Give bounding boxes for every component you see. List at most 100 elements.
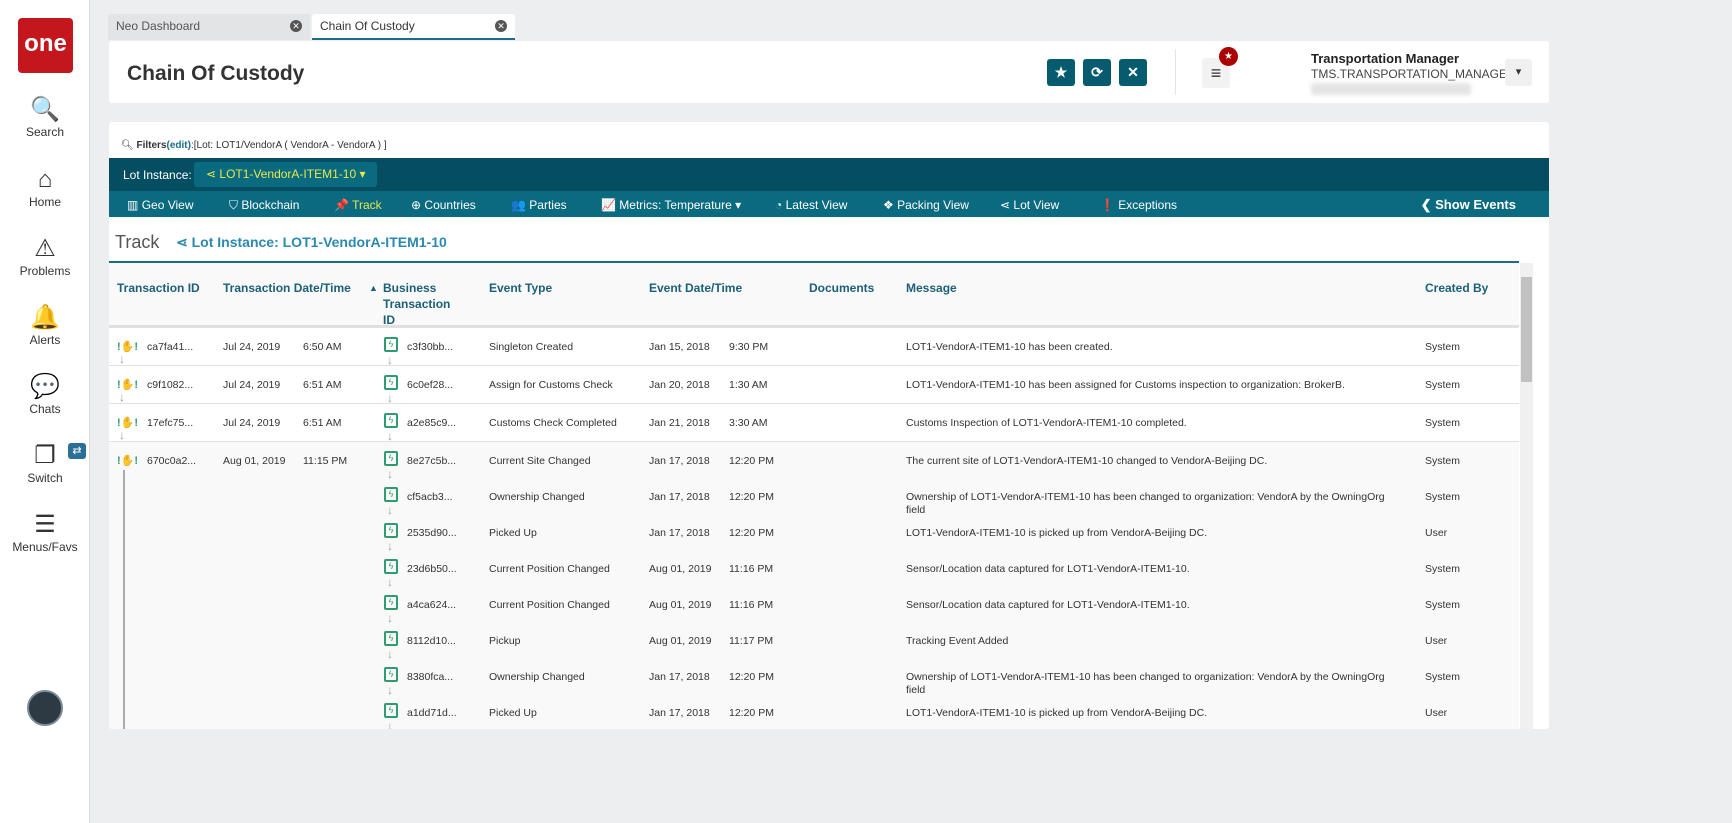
calendar-event-icon: ϟ	[384, 631, 398, 646]
search-icon: 🔍︎	[121, 140, 137, 151]
close-button[interactable]: ✕	[1119, 59, 1147, 86]
tab-neo-dashboard[interactable]: Neo Dashboard ✕	[108, 14, 310, 40]
app-logo[interactable]: one	[18, 18, 73, 73]
business-transaction-id: a2e85c9...	[407, 417, 457, 429]
message: Sensor/Location data captured for LOT1-V…	[906, 563, 1190, 575]
event-time: 1:30 AM	[729, 379, 768, 391]
nav-packing-view[interactable]: ❖ Packing View	[883, 198, 969, 212]
vertical-scrollbar[interactable]	[1520, 263, 1533, 729]
sidebar-item-label: Problems	[19, 264, 71, 278]
event-date: Jan 21, 2018	[649, 417, 710, 429]
event-date: Jan 17, 2018	[649, 707, 710, 719]
column-header-created-by[interactable]: Created By	[1425, 281, 1489, 295]
filters-bar: 🔍︎ Filters(edit):[Lot: LOT1/VendorA ( Ve…	[121, 140, 387, 151]
calendar-event-icon: ϟ	[384, 487, 398, 502]
nav-label: Latest View	[785, 198, 848, 212]
nav-geo-view[interactable]: ▥ Geo View	[127, 198, 194, 212]
transaction-id: 670c0a2...	[147, 455, 197, 467]
sidebar-item-alerts[interactable]: 🔔 Alerts	[0, 303, 90, 347]
arrow-down-icon: ↓	[387, 539, 393, 553]
switch-icon: ❐	[34, 442, 56, 469]
sidebar-item-problems[interactable]: ⚠ Problems	[0, 234, 90, 278]
nav-icon: ⋖	[1000, 198, 1011, 212]
event-time: 9:30 PM	[729, 341, 769, 353]
show-events-button[interactable]: ❮ Show Events	[1421, 197, 1516, 213]
column-header-event-type[interactable]: Event Type	[489, 281, 553, 295]
business-transaction-id: c3f30bb...	[407, 341, 454, 353]
column-header-message[interactable]: Message	[906, 281, 957, 295]
calendar-event-icon: ϟ	[384, 413, 398, 428]
message: Sensor/Location data captured for LOT1-V…	[906, 599, 1190, 611]
event-date: Jan 15, 2018	[649, 341, 710, 353]
column-header-transaction-id[interactable]: Transaction ID	[117, 281, 200, 295]
event-type: Picked Up	[489, 527, 537, 539]
table-row[interactable]: !✋! 17efc75... Jul 24, 2019 6:51 AM ↓ ϟ ↓ a2e85…	[109, 404, 1519, 443]
nav-track[interactable]: 📌 Track	[334, 198, 382, 212]
message: LOT1-VendorA-ITEM1-10 has been created.	[906, 341, 1113, 353]
event-type: Singleton Created	[489, 341, 574, 353]
event-type: Current Position Changed	[489, 599, 610, 611]
close-tab-icon[interactable]: ✕	[495, 20, 507, 32]
track-lot-link[interactable]: ⋖ Lot Instance: LOT1-VendorA-ITEM1-10	[176, 234, 447, 251]
nav-lot-view[interactable]: ⋖ Lot View	[1000, 198, 1059, 212]
table-row[interactable]: !✋! ca7fa41... Jul 24, 2019 6:50 AM ↓ ϟ ↓ c3f30…	[109, 328, 1519, 367]
chain-of-custody-panel: 🔍︎ Filters(edit):[Lot: LOT1/VendorA ( Ve…	[109, 122, 1549, 729]
event-type: Customs Check Completed	[489, 417, 617, 429]
business-transaction-id: cf5acb3...	[407, 491, 453, 503]
created-by: System	[1425, 379, 1461, 391]
nav-countries[interactable]: ⊕ Countries	[411, 198, 476, 212]
arrow-down-icon: ↓	[387, 647, 393, 661]
message: Ownership of LOT1-VendorA-ITEM1-10 has b…	[906, 491, 1385, 516]
sidebar-item-menus-favs[interactable]: ☰ Menus/Favs	[0, 510, 90, 554]
created-by: System	[1425, 417, 1461, 429]
nav-latest-view[interactable]: ◔ Latest View	[775, 198, 847, 212]
user-dropdown-button[interactable]: ▾	[1505, 59, 1532, 86]
sidebar-item-chats[interactable]: 💬 Chats	[0, 372, 90, 416]
column-header-documents[interactable]: Documents	[809, 281, 875, 295]
lot-instance-dropdown[interactable]: ⋖ LOT1-VendorA-ITEM1-10 ▾	[194, 162, 378, 187]
lot-instance-bar: Lot Instance: ⋖ LOT1-VendorA-ITEM1-10 ▾	[109, 158, 1549, 191]
switch-badge-icon: ⇄	[68, 443, 86, 459]
event-time: 11:16 PM	[729, 563, 774, 575]
view-navbar: ❮ Show Events ▥ Geo View ⛉ Blockchain 📌 Tr…	[109, 191, 1549, 217]
column-header-transaction-date-time[interactable]: Transaction Date/Time	[223, 281, 351, 295]
handshake-icon: !✋!	[117, 379, 139, 391]
nav-exceptions[interactable]: ❗ Exceptions	[1100, 198, 1177, 212]
nav-parties[interactable]: 👥 Parties	[511, 198, 567, 212]
sidebar-item-search[interactable]: 🔍 Search	[0, 95, 90, 139]
calendar-event-icon: ϟ	[384, 559, 398, 574]
column-header-business-transaction-id[interactable]: Business Transaction ID	[383, 281, 451, 327]
business-transaction-id: a1dd71d...	[407, 707, 457, 719]
tab-chain-of-custody[interactable]: Chain Of Custody ✕	[312, 14, 515, 40]
scrollbar-thumb[interactable]	[1521, 277, 1532, 382]
refresh-button[interactable]: ⟳	[1083, 59, 1111, 86]
sidebar-item-switch[interactable]: ❐ Switch	[0, 441, 90, 485]
arrow-down-icon: ↓	[387, 467, 393, 481]
favorite-button[interactable]: ★	[1047, 59, 1075, 86]
table-row[interactable]: !✋! 670c0a2... Aug 01, 2019 11:15 PM ϟ ↓ 8e27c…	[109, 442, 1519, 729]
sidebar-item-home[interactable]: ⌂ Home	[0, 165, 90, 209]
nav-blockchain[interactable]: ⛉ Blockchain	[229, 198, 299, 213]
avatar[interactable]	[27, 690, 63, 726]
sort-asc-icon[interactable]: ▲	[369, 283, 378, 293]
nav-label: Packing View	[897, 198, 969, 212]
divider	[109, 261, 1519, 263]
arrow-down-icon: ↓	[119, 352, 125, 366]
filters-edit-link[interactable]: (edit)	[166, 140, 191, 151]
calendar-event-icon: ϟ	[384, 451, 398, 466]
menu-icon: ☰	[34, 511, 56, 538]
close-tab-icon[interactable]: ✕	[290, 20, 302, 32]
home-icon: ⌂	[37, 166, 53, 193]
warning-icon: ⚠	[34, 235, 56, 262]
sidebar-item-label: Home	[28, 195, 61, 209]
column-header-event-date-time[interactable]: Event Date/Time	[649, 281, 743, 295]
tab-label: Neo Dashboard	[116, 19, 201, 33]
chat-icon: 💬	[30, 373, 60, 400]
sidebar-item-label: Switch	[27, 471, 63, 485]
nav-metrics-temperature[interactable]: 📈 Metrics: Temperature ▾	[601, 198, 741, 212]
transaction-date: Jul 24, 2019	[223, 417, 281, 429]
table-row[interactable]: !✋! c9f1082... Jul 24, 2019 6:51 AM ↓ ϟ ↓ 6c0ef…	[109, 366, 1519, 405]
nav-icon: ⛉	[229, 198, 239, 212]
arrow-down-icon: ↓	[387, 575, 393, 589]
arrow-down-icon: ↓	[387, 353, 393, 367]
